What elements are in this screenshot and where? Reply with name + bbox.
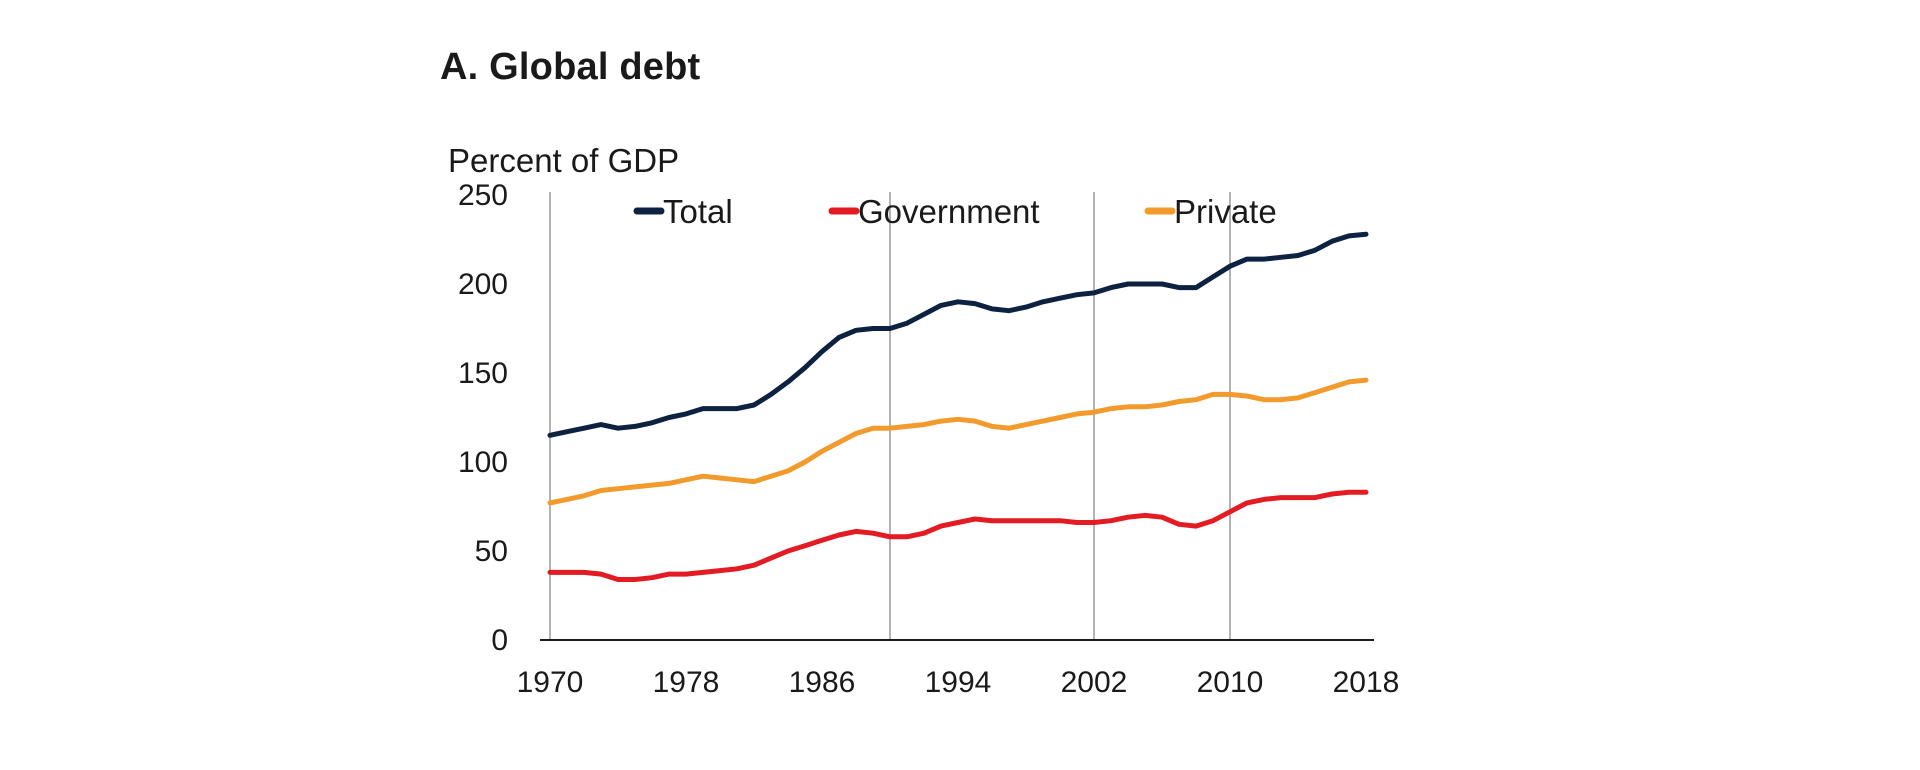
y-tick-label: 0 (491, 624, 508, 657)
series-line-private (547, 377, 1369, 506)
x-tick-label: 1970 (517, 666, 584, 699)
x-tick-label: 2018 (1333, 666, 1400, 699)
vertical-reference-lines (549, 192, 1231, 640)
legend-label: Total (663, 193, 733, 230)
y-tick-label: 200 (458, 268, 508, 301)
x-axis-ticks: 1970 1978 1986 1994 2002 2010 2018 (517, 666, 1400, 699)
legend-item-government: Government (828, 193, 1040, 230)
legend-item-total: Total (633, 193, 733, 230)
series-line-government (547, 489, 1369, 582)
y-tick-label: 250 (458, 179, 508, 212)
y-tick-label: 150 (458, 357, 508, 390)
x-tick-label: 1986 (789, 666, 856, 699)
y-tick-label: 50 (475, 535, 508, 568)
y-axis-ticks: 0 50 100 150 200 250 (458, 179, 508, 657)
legend-label: Government (858, 193, 1040, 230)
series-line-total (547, 231, 1369, 438)
y-tick-label: 100 (458, 446, 508, 479)
legend: Total Government Private (633, 193, 1277, 230)
x-tick-label: 1978 (653, 666, 720, 699)
x-tick-label: 2010 (1197, 666, 1264, 699)
y-axis-unit-label: Percent of GDP (448, 142, 679, 179)
legend-label: Private (1174, 193, 1277, 230)
legend-item-private: Private (1144, 193, 1277, 230)
chart-title: A. Global debt (440, 46, 701, 88)
x-tick-label: 1994 (925, 666, 992, 699)
x-tick-label: 2002 (1061, 666, 1128, 699)
series-lines (547, 231, 1369, 582)
